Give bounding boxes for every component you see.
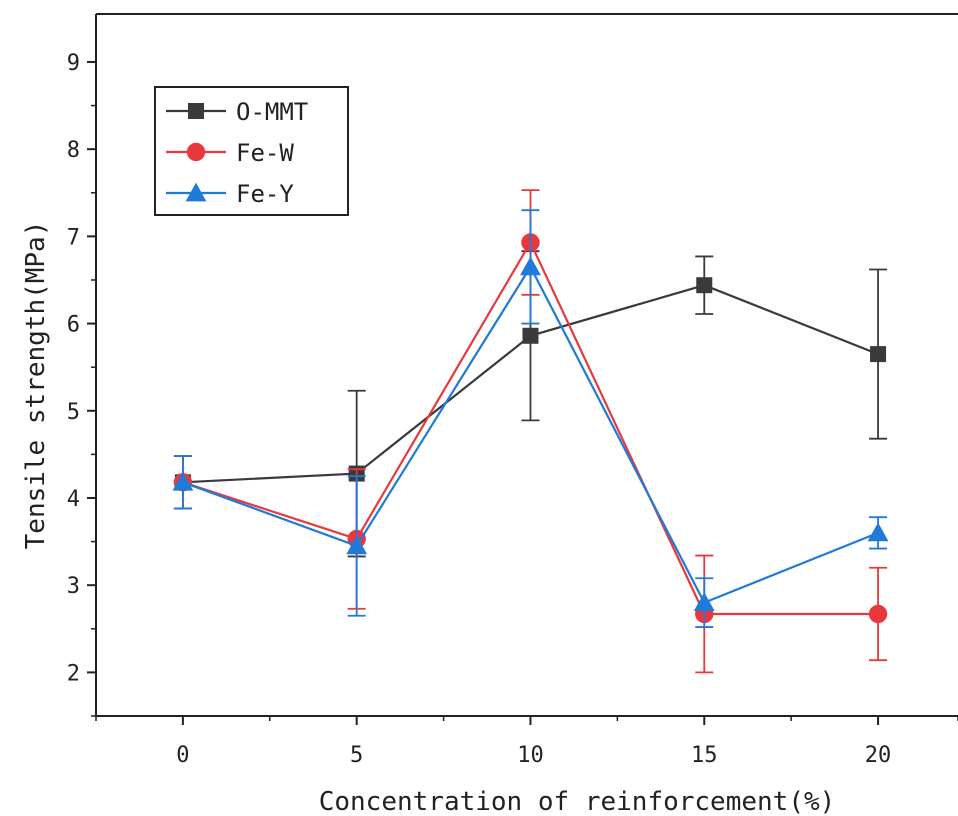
data-point-triangle [520, 256, 541, 276]
data-point-triangle [693, 592, 715, 611]
data-point-triangle [185, 182, 207, 202]
x-tick-label: 10 [517, 743, 544, 768]
y-tick-label: 5 [67, 400, 80, 425]
series-fe-y [172, 209, 889, 628]
data-point-square [522, 327, 539, 344]
legend-label: O-MMT [236, 98, 308, 126]
data-point-triangle [346, 535, 368, 555]
x-tick-label: 20 [865, 743, 892, 768]
data-point-triangle [867, 522, 889, 542]
legend-item-fe-w: Fe-W [166, 139, 294, 167]
y-axis-title: Tensile strength(MPa) [21, 221, 51, 550]
y-tick-label: 6 [67, 313, 80, 338]
x-tick-label: 15 [691, 743, 718, 768]
data-point-circle [186, 142, 206, 162]
x-axis-ticks: 0 5 10 15 20 [95, 716, 958, 768]
y-tick-label: 9 [67, 51, 80, 76]
data-point-circle [868, 604, 888, 624]
data-point-square [188, 103, 204, 119]
y-tick-label: 4 [67, 487, 80, 512]
data-point-triangle [172, 471, 194, 491]
plot-frame [95, 13, 958, 717]
y-tick-label: 7 [67, 225, 80, 250]
legend: O-MMT Fe-W Fe-Y [154, 86, 349, 216]
y-tick-label: 8 [67, 138, 80, 163]
legend-label: Fe-W [236, 139, 294, 167]
y-tick-label: 2 [67, 661, 80, 686]
x-tick-label: 0 [176, 743, 189, 768]
legend-item-o-mmt: O-MMT [166, 98, 308, 126]
legend-item-fe-y: Fe-Y [166, 180, 294, 208]
x-axis-title: Concentration of reinforcement(%) [319, 787, 836, 816]
y-axis-ticks: 2 3 4 5 6 7 8 9 [67, 51, 96, 717]
data-point-square [870, 346, 887, 363]
data-point-square [696, 277, 713, 294]
legend-label: Fe-Y [236, 180, 294, 208]
series-layer [172, 189, 889, 674]
x-tick-label: 5 [350, 743, 363, 768]
y-tick-label: 3 [67, 574, 80, 599]
